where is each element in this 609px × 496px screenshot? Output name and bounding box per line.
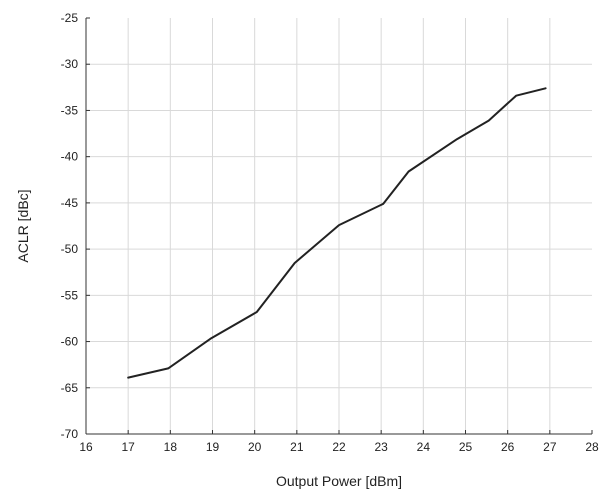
series-layer: [127, 87, 547, 379]
x-tick-label: 28: [585, 440, 599, 454]
y-tick-label: -65: [61, 381, 79, 395]
x-tick-label: 20: [248, 440, 262, 454]
tick-labels: 16 17 18 19 20 21 22 23 24 25 26 27 28 -25 -30 -35 -40 -4…: [61, 11, 599, 454]
x-tick-label: 23: [374, 440, 388, 454]
x-tick-label: 21: [290, 440, 304, 454]
y-tick-label: -30: [61, 57, 79, 71]
y-tick-label: -25: [61, 11, 79, 25]
x-tick-label: 26: [501, 440, 515, 454]
x-tick-label: 22: [332, 440, 346, 454]
y-tick-label: -70: [61, 427, 79, 441]
x-tick-label: 24: [417, 440, 431, 454]
x-tick-label: 17: [121, 440, 135, 454]
x-axis-title: Output Power [dBm]: [276, 473, 402, 489]
x-tick-label: 27: [543, 440, 557, 454]
y-axis-title: ACLR [dBc]: [15, 189, 31, 262]
y-tick-label: -50: [61, 242, 79, 256]
x-tick-label: 16: [79, 440, 93, 454]
x-tick-label: 18: [164, 440, 178, 454]
axes: [85, 17, 593, 435]
y-tick-label: -35: [61, 103, 79, 117]
x-tick-label: 25: [459, 440, 473, 454]
y-tick-label: -40: [61, 150, 79, 164]
y-tick-label: -60: [61, 335, 79, 349]
x-tick-label: 19: [206, 440, 220, 454]
y-tick-label: -45: [61, 196, 79, 210]
series-line: [127, 87, 547, 379]
grid-lines: [86, 18, 592, 434]
y-tick-label: -55: [61, 288, 79, 302]
